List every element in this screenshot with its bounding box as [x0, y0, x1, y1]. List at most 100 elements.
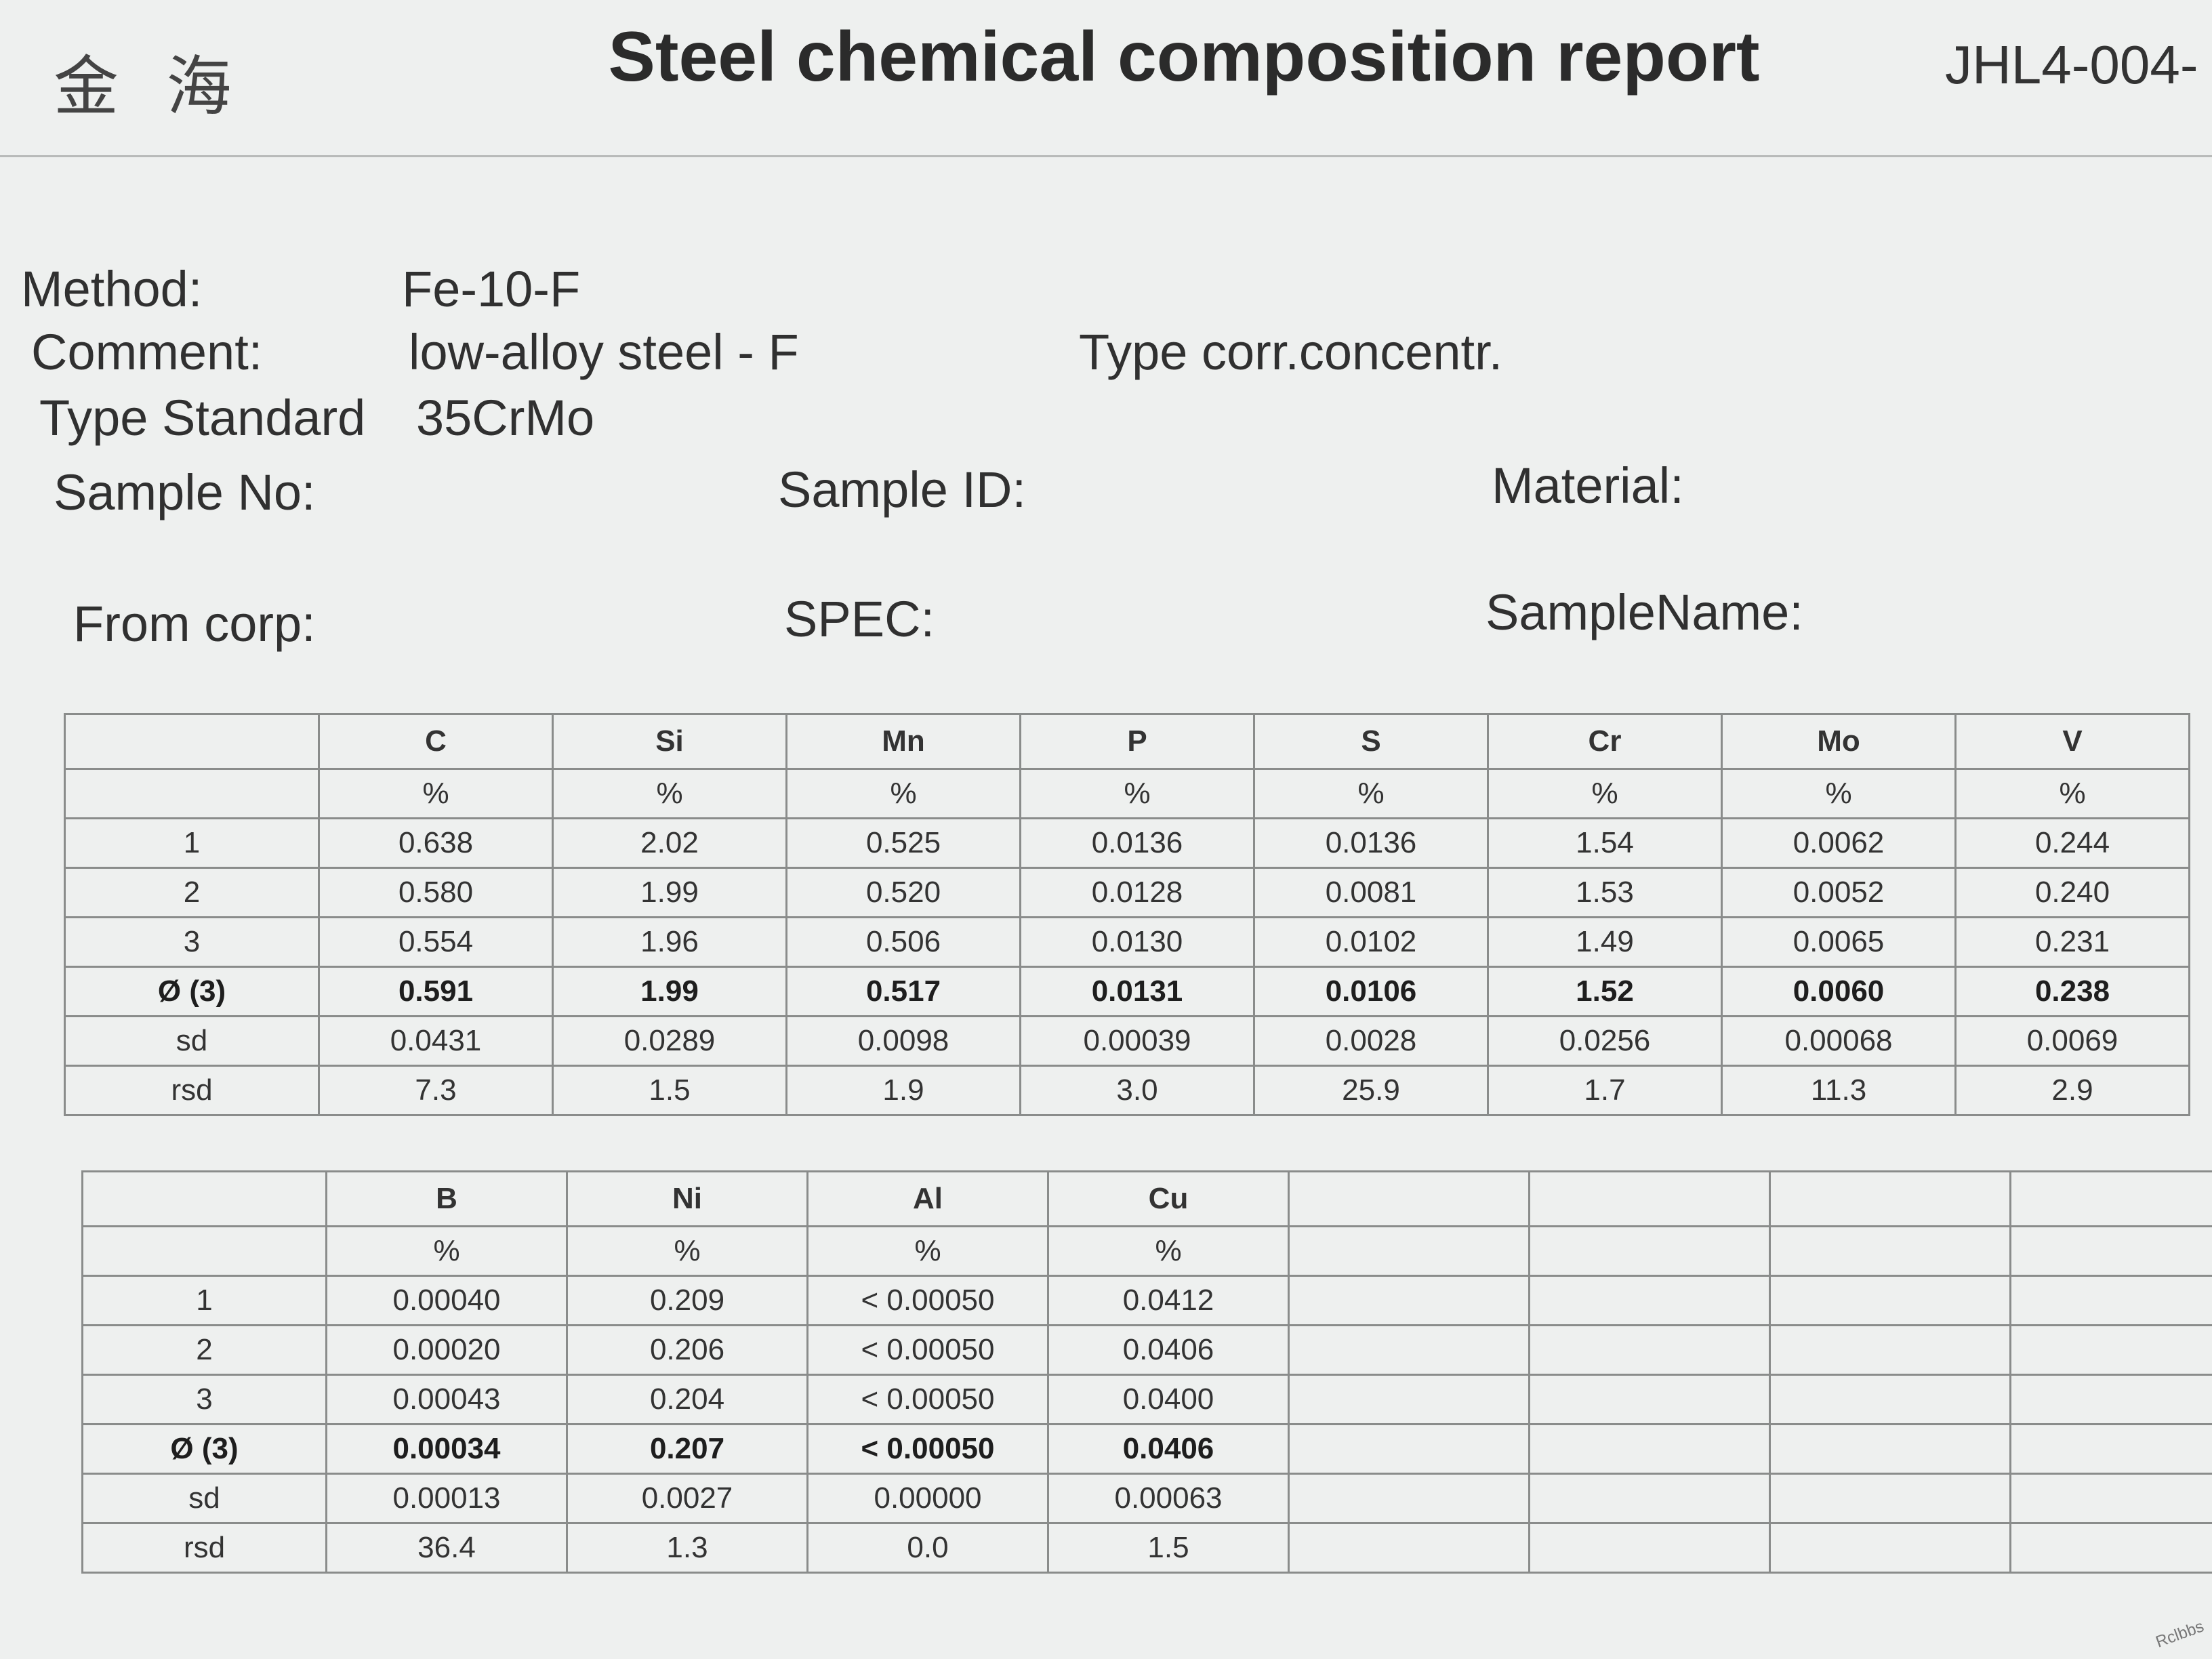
label: Material: — [1492, 457, 1684, 514]
table-cell: 0.00043 — [325, 1374, 568, 1425]
table-cell: 0.0406 — [1047, 1423, 1290, 1475]
table-cell: 0.0130 — [1019, 916, 1255, 968]
table-cell: 0.0052 — [1721, 867, 1957, 918]
table-cell: 0.00068 — [1721, 1015, 1957, 1067]
table-cell: 25.9 — [1253, 1065, 1489, 1116]
label: Method: — [21, 261, 203, 317]
table-cell: % — [566, 1225, 808, 1277]
table-cell — [2009, 1225, 2212, 1277]
doc-number: JHL4-004- — [1945, 35, 2198, 95]
table-row: %%%% — [81, 1225, 2212, 1277]
table-cell: % — [1019, 768, 1255, 819]
table-cell: % — [1487, 768, 1723, 819]
table-cell: 1.53 — [1487, 867, 1723, 918]
table-cell: 0.517 — [785, 966, 1021, 1017]
table-cell — [1528, 1275, 1771, 1326]
table-cell: 0.0136 — [1253, 817, 1489, 869]
table-cell: 0.0131 — [1019, 966, 1255, 1017]
table-cell: Si — [552, 713, 787, 770]
logo: 金 海 — [54, 49, 245, 125]
table-cell: 0.00000 — [806, 1473, 1049, 1524]
table-cell: 0.0102 — [1253, 916, 1489, 968]
table-cell — [1288, 1522, 1530, 1574]
table-cell: 1.54 — [1487, 817, 1723, 869]
table-cell: rsd — [81, 1522, 327, 1574]
table-cell: % — [806, 1225, 1049, 1277]
table-row: Ø (3) 0.00034 0.207 < 0.00050 0.0406 — [81, 1423, 2212, 1475]
table-cell: 0.506 — [785, 916, 1021, 968]
table-cell: Mn — [785, 713, 1021, 770]
table-cell: 1.96 — [552, 916, 787, 968]
table-cell: S — [1253, 713, 1489, 770]
table-cell: 0.0069 — [1954, 1015, 2190, 1067]
table-cell — [1528, 1522, 1771, 1574]
label: SPEC: — [784, 591, 935, 647]
table-cell: 0.0098 — [785, 1015, 1021, 1067]
table-row: 1 0.638 2.02 0.525 0.0136 0.0136 1.54 0.0062 0.2… — [64, 817, 2190, 869]
table-cell: 11.3 — [1721, 1065, 1957, 1116]
table-cell: % — [1721, 768, 1957, 819]
table-cell: 0.525 — [785, 817, 1021, 869]
table-cell — [1288, 1324, 1530, 1376]
table-cell — [2009, 1522, 2212, 1574]
table-cell — [1528, 1225, 1771, 1277]
table-row: C Si Mn P S Cr Mo V — [64, 713, 2190, 770]
table-cell: 0.0256 — [1487, 1015, 1723, 1067]
table-cell: 2.9 — [1954, 1065, 2190, 1116]
table-cell — [1769, 1423, 2011, 1475]
table-cell: 0.0128 — [1019, 867, 1255, 918]
table-row: 3 0.00043 0.204 < 0.00050 0.0400 — [81, 1374, 2212, 1425]
divider — [0, 155, 2212, 157]
table-row: 3 0.554 1.96 0.506 0.0130 0.0102 1.49 0.0065 0.2… — [64, 916, 2190, 968]
table-row: 2 0.580 1.99 0.520 0.0128 0.0081 1.53 0.0052 0.2… — [64, 867, 2190, 918]
table-cell: 1.7 — [1487, 1065, 1723, 1116]
table-cell: 0.0136 — [1019, 817, 1255, 869]
table-cell: % — [325, 1225, 568, 1277]
table-cell: 0.0028 — [1253, 1015, 1489, 1067]
table-cell — [1528, 1473, 1771, 1524]
table-row: rsd 36.4 1.3 0.0 1.5 — [81, 1522, 2212, 1574]
value: low-alloy steel - F — [409, 324, 799, 380]
watermark: Rclbbs — [2153, 1617, 2207, 1652]
table-cell — [64, 713, 320, 770]
table-cell — [1528, 1374, 1771, 1425]
table-cell — [2009, 1324, 2212, 1376]
table-cell — [1288, 1225, 1530, 1277]
table-cell: 1.5 — [1047, 1522, 1290, 1574]
table-cell — [1528, 1423, 1771, 1475]
table-cell — [2009, 1473, 2212, 1524]
table-cell: 0.0062 — [1721, 817, 1957, 869]
table-row: rsd 7.3 1.5 1.9 3.0 25.9 1.7 11.3 2.9 — [64, 1065, 2190, 1116]
table-cell: 0.231 — [1954, 916, 2190, 968]
table-cell: sd — [81, 1473, 327, 1524]
table-cell: 0.00020 — [325, 1324, 568, 1376]
table-cell: 1 — [64, 817, 320, 869]
table-cell: 0.00040 — [325, 1275, 568, 1326]
table-cell: V — [1954, 713, 2190, 770]
table-cell — [2009, 1423, 2212, 1475]
table-cell: Al — [806, 1170, 1049, 1227]
table-cell: 0.0060 — [1721, 966, 1957, 1017]
table-cell: 0.240 — [1954, 867, 2190, 918]
table-cell: rsd — [64, 1065, 320, 1116]
table-cell: 1.3 — [566, 1522, 808, 1574]
table-cell: 0.0400 — [1047, 1374, 1290, 1425]
table-cell: 0.209 — [566, 1275, 808, 1326]
table-cell: 0.0289 — [552, 1015, 787, 1067]
table-cell: B — [325, 1170, 568, 1227]
table-cell — [1769, 1275, 2011, 1326]
table-cell: 0.244 — [1954, 817, 2190, 869]
table-cell: % — [552, 768, 787, 819]
table-cell: % — [318, 768, 554, 819]
table-cell: 1.49 — [1487, 916, 1723, 968]
table-cell — [64, 768, 320, 819]
table-row: Ø (3) 0.591 1.99 0.517 0.0131 0.0106 1.52 0.006… — [64, 966, 2190, 1017]
table-cell: 0.00013 — [325, 1473, 568, 1524]
table-cell — [1288, 1423, 1530, 1475]
table-cell: 36.4 — [325, 1522, 568, 1574]
table-cell: 0.206 — [566, 1324, 808, 1376]
table-cell — [1288, 1275, 1530, 1326]
table-cell: Ø (3) — [64, 966, 320, 1017]
label: Type Standard — [39, 390, 366, 446]
